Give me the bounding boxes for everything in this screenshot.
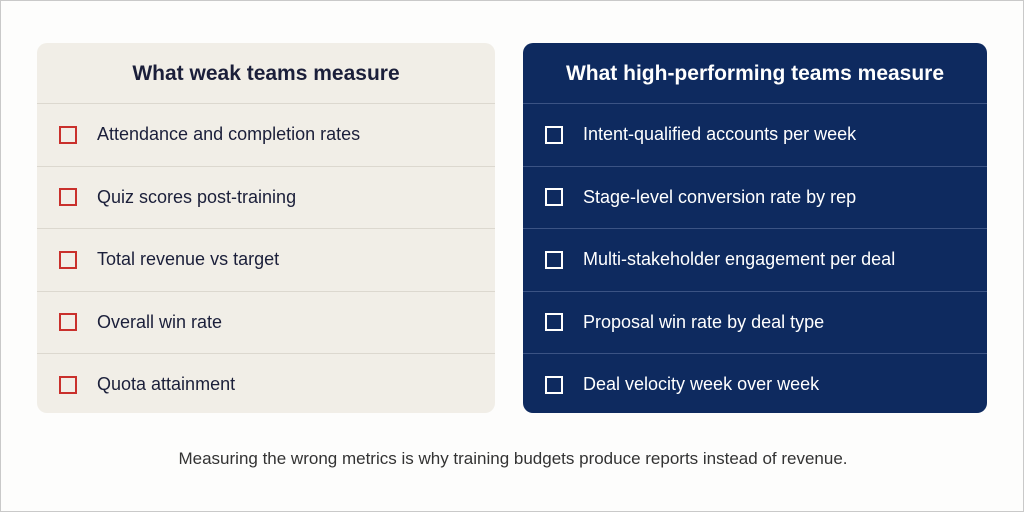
metric-label: Deal velocity week over week	[583, 374, 820, 395]
metric-label: Attendance and completion rates	[97, 124, 361, 145]
metric-row: Total revenue vs target	[37, 228, 495, 291]
footer-text: Measuring the wrong metrics is why train…	[178, 449, 848, 468]
panel: What weak teams measure Attendance and co…	[37, 43, 495, 413]
checkbox	[545, 250, 563, 269]
panel-title: What weak teams measure	[132, 62, 400, 85]
metric-row: Intent-qualified accounts per week	[523, 103, 987, 166]
metric-label: Overall win rate	[97, 311, 223, 332]
metric-row: Quota attainment	[37, 353, 495, 416]
metric-label: Total revenue vs target	[97, 249, 280, 270]
checkbox	[59, 125, 77, 144]
metric-row: Attendance and completion rates	[37, 103, 495, 166]
metric-label: Proposal win rate by deal type	[583, 311, 825, 332]
metric-row: Multi-stakeholder engagement per deal	[523, 228, 987, 291]
checkbox	[545, 375, 563, 394]
metric-label: Quota attainment	[97, 374, 236, 395]
metric-row: Stage-level conversion rate by rep	[523, 165, 987, 229]
metric-label: Stage-level conversion rate by rep	[583, 186, 857, 207]
metric-row: Proposal win rate by deal type	[523, 290, 987, 354]
checkbox	[59, 313, 77, 332]
checkbox	[59, 250, 77, 269]
metric-row: Overall win rate	[37, 290, 495, 354]
metric-label: Quiz scores post-training	[97, 186, 297, 207]
panel-title: What high-performing teams measure	[565, 62, 945, 85]
panel: What high-performing teams measure Intent…	[523, 43, 987, 413]
checkbox	[545, 125, 563, 144]
checkbox	[545, 188, 563, 207]
checkbox	[59, 188, 77, 207]
metric-label: Multi-stakeholder engagement per deal	[583, 249, 896, 270]
metric-row: Quiz scores post-training	[37, 165, 495, 229]
metric-label: Intent-qualified accounts per week	[583, 124, 857, 145]
checkbox	[59, 375, 77, 394]
metric-row: Deal velocity week over week	[523, 353, 987, 416]
checkbox	[545, 313, 563, 332]
